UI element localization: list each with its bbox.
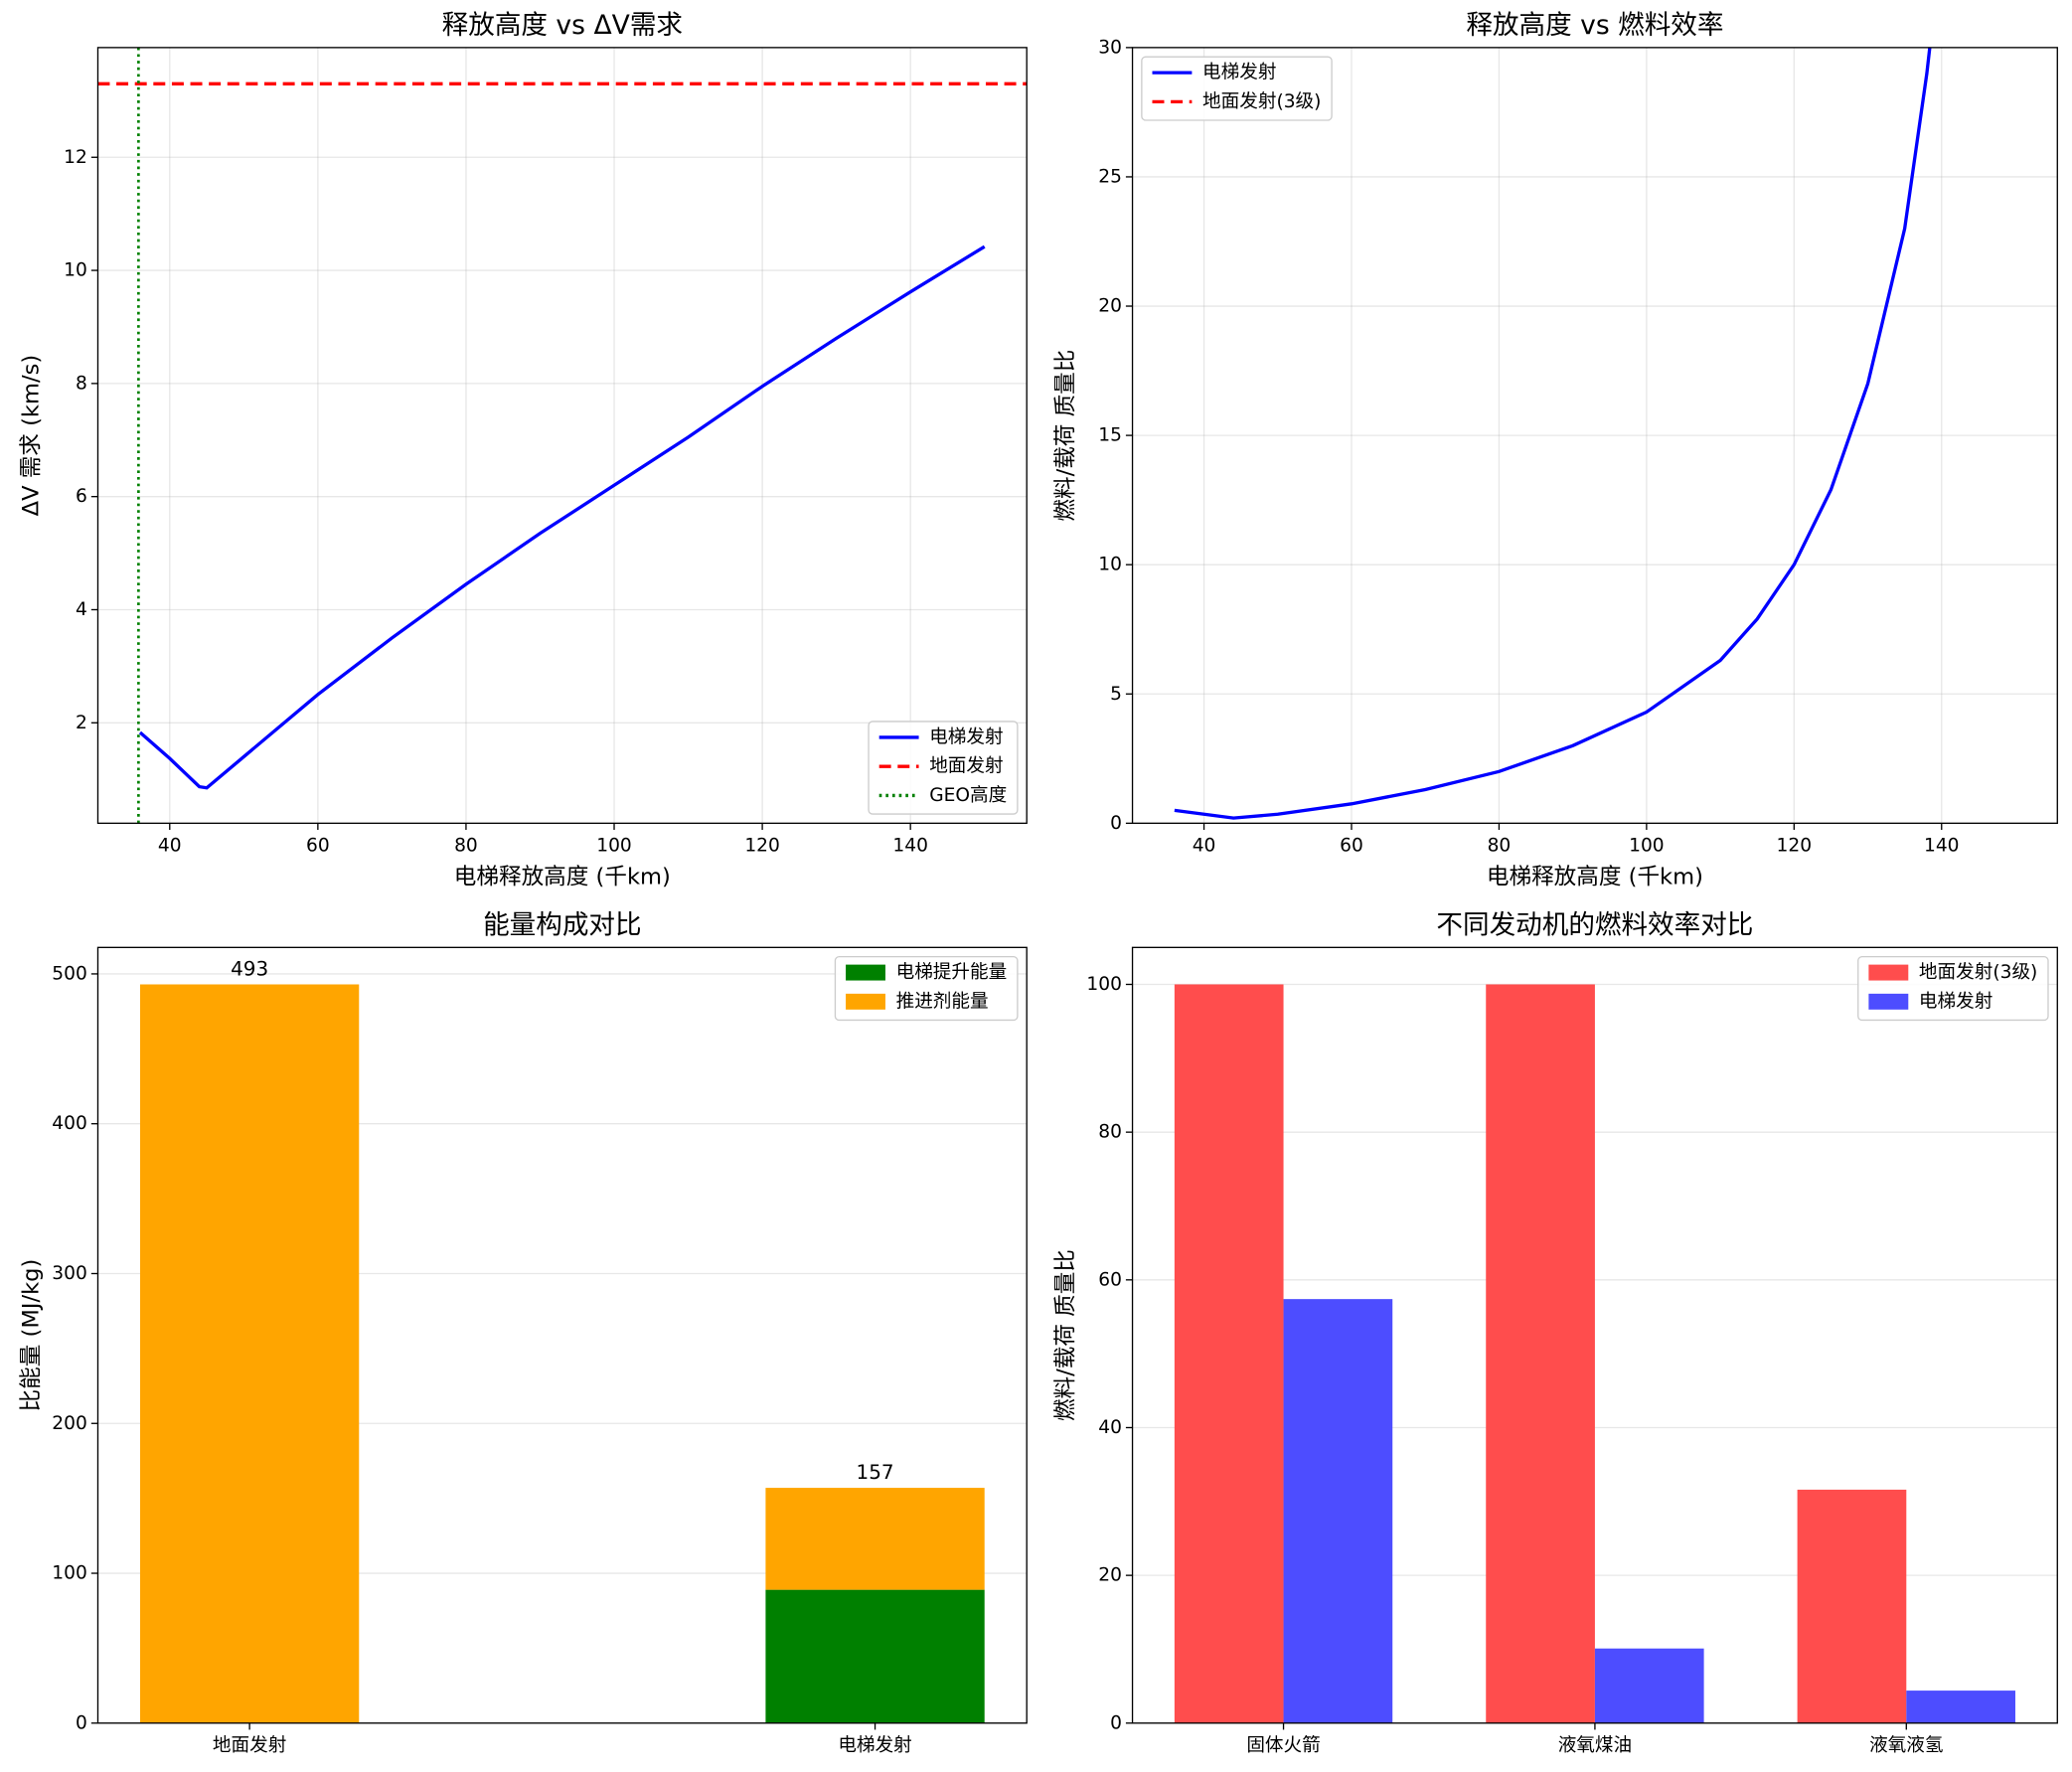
total-label: 493 [231, 956, 268, 980]
y-axis-label: ΔV 需求 (km/s) [19, 355, 45, 517]
y-tick-label: 100 [1086, 974, 1122, 995]
y-tick-label: 10 [64, 260, 87, 281]
y-axis-label: 燃料/载荷 质量比 [1053, 1249, 1079, 1421]
y-tick-label: 6 [76, 486, 87, 507]
x-tick-label: 40 [1193, 835, 1216, 856]
bar [1594, 1648, 1704, 1723]
y-tick-label: 4 [76, 599, 87, 620]
y-tick-label: 0 [76, 1712, 87, 1733]
chart-title: 释放高度 vs ΔV需求 [442, 10, 683, 41]
legend-label: 电梯提升能量 [896, 962, 1008, 983]
bar-segment [139, 984, 360, 1723]
bar-segment [765, 1589, 985, 1723]
bar [1283, 1299, 1393, 1723]
chart-title: 释放高度 vs 燃料效率 [1466, 10, 1723, 41]
x-tick-label: 60 [306, 835, 330, 856]
y-tick-label: 8 [76, 373, 87, 394]
chart-title: 能量构成对比 [483, 910, 641, 941]
data-line [1174, 47, 1932, 820]
y-axis-label: 燃料/载荷 质量比 [1053, 350, 1079, 522]
axes-frame [1131, 47, 2058, 825]
legend-label: GEO高度 [929, 785, 1007, 806]
x-tick-label: 80 [454, 835, 478, 856]
x-tick-label: 地面发射 [213, 1735, 286, 1756]
bar [1906, 1691, 2015, 1723]
legend-label: 电梯发射 [1202, 63, 1276, 83]
y-tick-label: 12 [64, 147, 87, 168]
y-axis-label: 比能量 (MJ/kg) [19, 1259, 45, 1412]
subplot: 2 4 6 8 10 12 释放高度 vs ΔV需求 ΔV 需求 (km/s) 电梯释放高度 (… [19, 10, 1028, 889]
legend-symbol [846, 993, 885, 1010]
bar [1797, 1489, 1907, 1723]
y-tick-label: 20 [1098, 1565, 1122, 1586]
axes-frame [96, 946, 1028, 1724]
y-tick-label: 40 [1098, 1417, 1122, 1438]
plot-area [97, 47, 1028, 824]
x-tick-label: 60 [1340, 835, 1363, 856]
x-tick-label: 40 [158, 835, 182, 856]
y-tick-label: 30 [1098, 37, 1122, 58]
y-tick-label: 100 [52, 1563, 87, 1584]
y-tick-label: 20 [1098, 296, 1122, 317]
legend-label: 电梯发射 [929, 726, 1003, 747]
bar [1486, 984, 1595, 1723]
data-line [138, 244, 986, 790]
y-tick-label: 0 [1110, 1712, 1122, 1733]
x-tick-label: 电梯发射 [838, 1735, 911, 1756]
legend-label: 电梯发射 [1919, 991, 1992, 1012]
y-tick-label: 15 [1098, 425, 1122, 446]
axes-frame [1131, 946, 2058, 1724]
x-tick-label: 100 [596, 835, 632, 856]
x-tick-label: 100 [1629, 835, 1665, 856]
legend-label: 地面发射(3级) [1919, 962, 2037, 983]
x-axis-label: 电梯释放高度 (千km) [1487, 864, 1703, 889]
plot-area [1174, 47, 1932, 820]
bar-segment [765, 1488, 985, 1590]
x-tick-label: 140 [1924, 835, 1960, 856]
y-tick-label: 60 [1098, 1269, 1122, 1290]
x-tick-label: 120 [744, 835, 780, 856]
legend-symbol [846, 964, 885, 981]
total-label: 157 [857, 1460, 894, 1484]
x-axis-label: 电梯释放高度 (千km) [454, 864, 671, 889]
y-tick-label: 25 [1098, 166, 1122, 187]
y-tick-label: 500 [52, 963, 87, 984]
legend-label: 推进剂能量 [896, 991, 989, 1012]
y-tick-label: 200 [52, 1413, 87, 1434]
legend: 地面发射(3级) 电梯发射 [1857, 955, 2049, 1022]
legend-frame [868, 721, 1019, 815]
y-tick-label: 300 [52, 1263, 87, 1284]
chart-title: 不同发动机的燃料效率对比 [1436, 910, 1753, 941]
x-tick-label: 80 [1488, 835, 1512, 856]
y-tick-label: 10 [1098, 555, 1122, 575]
y-tick-label: 80 [1098, 1122, 1122, 1143]
legend-label: 地面发射(3级) [1202, 91, 1321, 112]
axes-frame [96, 47, 1028, 825]
legend-label: 地面发射 [929, 756, 1003, 777]
x-tick-label: 120 [1777, 835, 1813, 856]
bar [1174, 984, 1284, 1723]
legend-symbol [1868, 993, 1909, 1010]
y-tick-label: 0 [1110, 813, 1122, 834]
x-tick-label: 固体火箭 [1246, 1735, 1320, 1756]
x-tick-label: 液氧液氢 [1869, 1735, 1943, 1756]
y-tick-label: 5 [1110, 684, 1122, 705]
y-tick-label: 400 [52, 1113, 87, 1134]
legend-symbol [1868, 964, 1909, 981]
y-tick-label: 2 [76, 713, 87, 733]
x-tick-label: 液氧煤油 [1558, 1735, 1632, 1756]
x-tick-label: 140 [892, 835, 928, 856]
